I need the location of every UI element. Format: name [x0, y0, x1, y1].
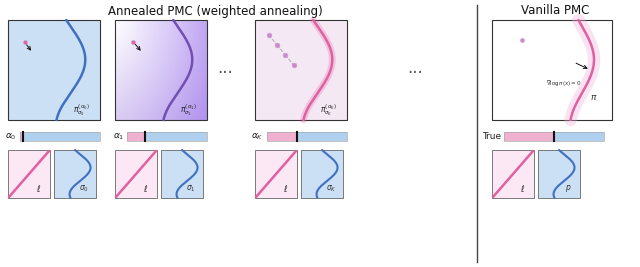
Bar — [492, 20, 612, 120]
Text: $\ell$: $\ell$ — [283, 183, 288, 194]
Bar — [127, 132, 207, 141]
Bar — [267, 132, 298, 141]
Text: $\alpha_K$: $\alpha_K$ — [252, 131, 264, 142]
Text: $\sigma_1$: $\sigma_1$ — [186, 183, 196, 194]
Bar — [267, 132, 347, 141]
Bar — [54, 150, 96, 198]
Text: $\ell$: $\ell$ — [36, 183, 41, 194]
Bar — [115, 20, 207, 120]
Bar — [255, 20, 347, 120]
Bar — [145, 132, 207, 141]
Bar — [115, 150, 157, 198]
Bar — [298, 132, 347, 141]
Bar — [504, 132, 604, 141]
Bar — [492, 150, 534, 198]
Text: $\pi_{\sigma_1}^{(\alpha_1)}$: $\pi_{\sigma_1}^{(\alpha_1)}$ — [180, 102, 197, 118]
Text: $\alpha_0$: $\alpha_0$ — [6, 131, 17, 142]
Bar — [255, 150, 297, 198]
Text: Annealed PMC (weighted annealing): Annealed PMC (weighted annealing) — [108, 5, 323, 18]
Text: $\sigma_K$: $\sigma_K$ — [326, 183, 337, 194]
Bar — [554, 132, 604, 141]
Bar — [20, 132, 23, 141]
Text: True: True — [482, 132, 501, 141]
Bar — [504, 132, 554, 141]
Text: Vanilla PMC: Vanilla PMC — [521, 5, 589, 18]
Text: $\ell$: $\ell$ — [143, 183, 148, 194]
Bar — [8, 20, 100, 120]
Bar — [161, 150, 203, 198]
Bar — [538, 150, 580, 198]
Bar — [127, 132, 145, 141]
Text: ...: ... — [217, 59, 233, 77]
Text: $\nabla\log\pi(x)=0$: $\nabla\log\pi(x)=0$ — [546, 78, 582, 88]
Text: $p$: $p$ — [565, 183, 572, 194]
Text: $\sigma_0$: $\sigma_0$ — [79, 183, 89, 194]
Bar — [301, 150, 343, 198]
Text: $\pi_{\sigma_0}^{(\alpha_0)}$: $\pi_{\sigma_0}^{(\alpha_0)}$ — [73, 102, 90, 118]
Text: ...: ... — [407, 59, 423, 77]
Text: $\pi_{\sigma_K}^{(\alpha_K)}$: $\pi_{\sigma_K}^{(\alpha_K)}$ — [320, 102, 337, 118]
Text: $\ell$: $\ell$ — [520, 183, 525, 194]
Text: $\alpha_1$: $\alpha_1$ — [113, 131, 124, 142]
Bar — [20, 132, 100, 141]
Bar — [23, 132, 100, 141]
Text: $\pi$: $\pi$ — [590, 93, 598, 103]
Bar — [8, 150, 50, 198]
